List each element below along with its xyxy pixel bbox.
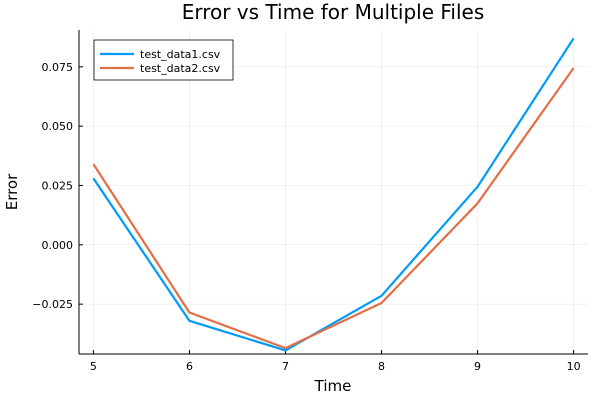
x-axis-label: Time: [314, 377, 352, 395]
x-tick-label: 10: [567, 360, 581, 373]
x-tick-label: 9: [474, 360, 481, 373]
y-tick-label: 0.025: [42, 179, 74, 192]
y-tick-label: −0.025: [32, 298, 73, 311]
series-line-2: [92, 67, 575, 350]
y-axis-label: Error: [3, 173, 21, 210]
series-line-1: [92, 37, 575, 352]
y-tick-label: 0.075: [42, 61, 74, 74]
legend-label-1: test_data1.csv: [140, 48, 221, 61]
series-lines: [92, 37, 575, 352]
plot-frame: [78, 30, 588, 355]
x-tick-label: 8: [378, 360, 385, 373]
y-tick-label: 0.000: [42, 239, 74, 252]
x-tick-label: 7: [282, 360, 289, 373]
x-tick-label: 5: [90, 360, 97, 373]
legend-box: [93, 39, 234, 81]
y-tick-label: 0.050: [42, 120, 74, 133]
y-ticks: −0.025 0.000 0.025 0.050 0.075: [32, 61, 83, 311]
chart-title: Error vs Time for Multiple Files: [182, 0, 485, 24]
x-ticks: 5 6 7 8 9 10: [90, 350, 581, 373]
x-tick-label: 6: [186, 360, 193, 373]
legend-label-2: test_data2.csv: [140, 62, 221, 75]
